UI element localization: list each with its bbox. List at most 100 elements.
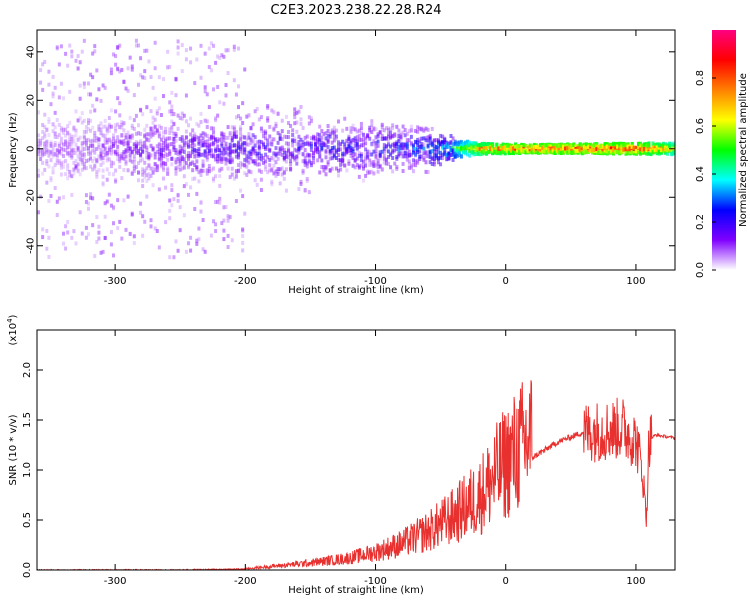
heatmap-cell	[332, 131, 336, 136]
heatmap-cell	[172, 111, 176, 116]
heatmap-cell	[103, 236, 107, 241]
heatmap-cell	[414, 139, 418, 144]
heatmap-cell	[399, 131, 403, 136]
heatmap-cell	[399, 134, 403, 139]
heatmap-cell	[41, 151, 45, 156]
heatmap-cell	[211, 166, 215, 171]
heatmap-cell	[445, 156, 449, 161]
heatmap-cell	[326, 124, 330, 129]
heatmap-cell	[184, 140, 188, 145]
heatmap-cell	[384, 157, 388, 162]
heatmap-cell	[261, 131, 265, 136]
heatmap-cell	[136, 170, 140, 175]
heatmap-cell	[361, 139, 365, 144]
heatmap-cell	[255, 106, 259, 111]
heatmap-cell	[374, 135, 378, 140]
heatmap-cell	[64, 141, 68, 146]
heatmap-cell	[461, 150, 465, 155]
heatmap-cell	[424, 150, 428, 155]
heatmap-cell	[57, 143, 61, 148]
heatmap-cell	[436, 160, 440, 165]
heatmap-cell	[272, 157, 276, 162]
heatmap-cell	[226, 218, 230, 223]
heatmap-cell	[205, 138, 209, 143]
heatmap-cell	[659, 143, 663, 148]
heatmap-cell	[193, 134, 197, 139]
heatmap-cell	[101, 174, 105, 179]
snr-panel: -300 -200 -100 0 100 0.00.51.01.52.0 Height …	[6, 314, 676, 596]
heatmap-cell	[251, 133, 255, 138]
heatmap-cell	[224, 157, 228, 162]
heatmap-cell	[207, 148, 211, 153]
heatmap-cell	[155, 128, 159, 133]
heatmap-cell	[43, 141, 47, 146]
heatmap-cell	[107, 137, 111, 142]
heatmap-cell	[472, 141, 476, 146]
heatmap-cell	[47, 152, 51, 157]
heatmap-cell	[214, 60, 218, 65]
heatmap-cell	[166, 168, 170, 173]
heatmap-cell	[141, 214, 145, 219]
heatmap-cell	[234, 115, 238, 120]
heatmap-cell	[645, 143, 649, 148]
heatmap-cell	[632, 151, 636, 156]
spectrogram-heatmap	[37, 38, 675, 260]
heatmap-cell	[37, 152, 40, 157]
heatmap-cell	[61, 127, 65, 132]
heatmap-cell	[230, 137, 234, 142]
heatmap-cell	[105, 128, 109, 133]
heatmap-cell	[176, 150, 180, 155]
heatmap-cell	[449, 140, 453, 145]
heatmap-cell	[132, 93, 136, 98]
heatmap-cell	[211, 87, 215, 92]
heatmap-cell	[232, 125, 236, 130]
heatmap-cell	[80, 157, 84, 162]
heatmap-cell	[199, 139, 203, 144]
heatmap-cell	[128, 231, 132, 236]
heatmap-cell	[189, 116, 193, 121]
heatmap-cell	[41, 148, 45, 153]
heatmap-cell	[203, 89, 207, 94]
heatmap-cell	[241, 248, 245, 253]
heatmap-cell	[180, 149, 184, 154]
heatmap-cell	[324, 155, 328, 160]
heatmap-cell	[220, 132, 224, 137]
heatmap-cell	[368, 170, 372, 175]
heatmap-cell	[45, 161, 49, 166]
heatmap-cell	[172, 136, 176, 141]
heatmap-cell	[293, 115, 297, 120]
heatmap-cell	[564, 144, 568, 149]
heatmap-cell	[295, 129, 299, 134]
heatmap-cell	[236, 142, 240, 147]
heatmap-cell	[301, 143, 305, 148]
heatmap-cell	[211, 154, 215, 159]
heatmap-cell	[103, 235, 107, 240]
heatmap-cell	[124, 148, 128, 153]
heatmap-cell	[43, 134, 47, 139]
heatmap-cell	[307, 156, 311, 161]
heatmap-cell	[439, 133, 443, 138]
heatmap-cell	[378, 164, 382, 169]
heatmap-cell	[107, 157, 111, 162]
heatmap-cell	[182, 161, 186, 166]
colorbar-tick-label: 0.0	[695, 262, 706, 278]
heatmap-cell	[405, 151, 409, 156]
heatmap-cell	[459, 139, 463, 144]
heatmap-cell	[420, 154, 424, 159]
heatmap-cell	[195, 153, 199, 158]
heatmap-cell	[349, 148, 353, 153]
heatmap-cell	[147, 138, 151, 143]
heatmap-cell	[39, 156, 43, 161]
heatmap-cell	[118, 154, 122, 159]
heatmap-cell	[199, 75, 203, 80]
heatmap-cell	[580, 151, 584, 156]
heatmap-cell	[99, 127, 103, 132]
heatmap-cell	[143, 170, 147, 175]
heatmap-cell	[457, 142, 461, 147]
heatmap-cell	[80, 153, 84, 158]
heatmap-cell	[97, 138, 101, 143]
heatmap-cell	[380, 167, 384, 172]
heatmap-cell	[551, 148, 555, 153]
heatmap-cell	[455, 153, 459, 158]
heatmap-cell	[336, 140, 340, 145]
